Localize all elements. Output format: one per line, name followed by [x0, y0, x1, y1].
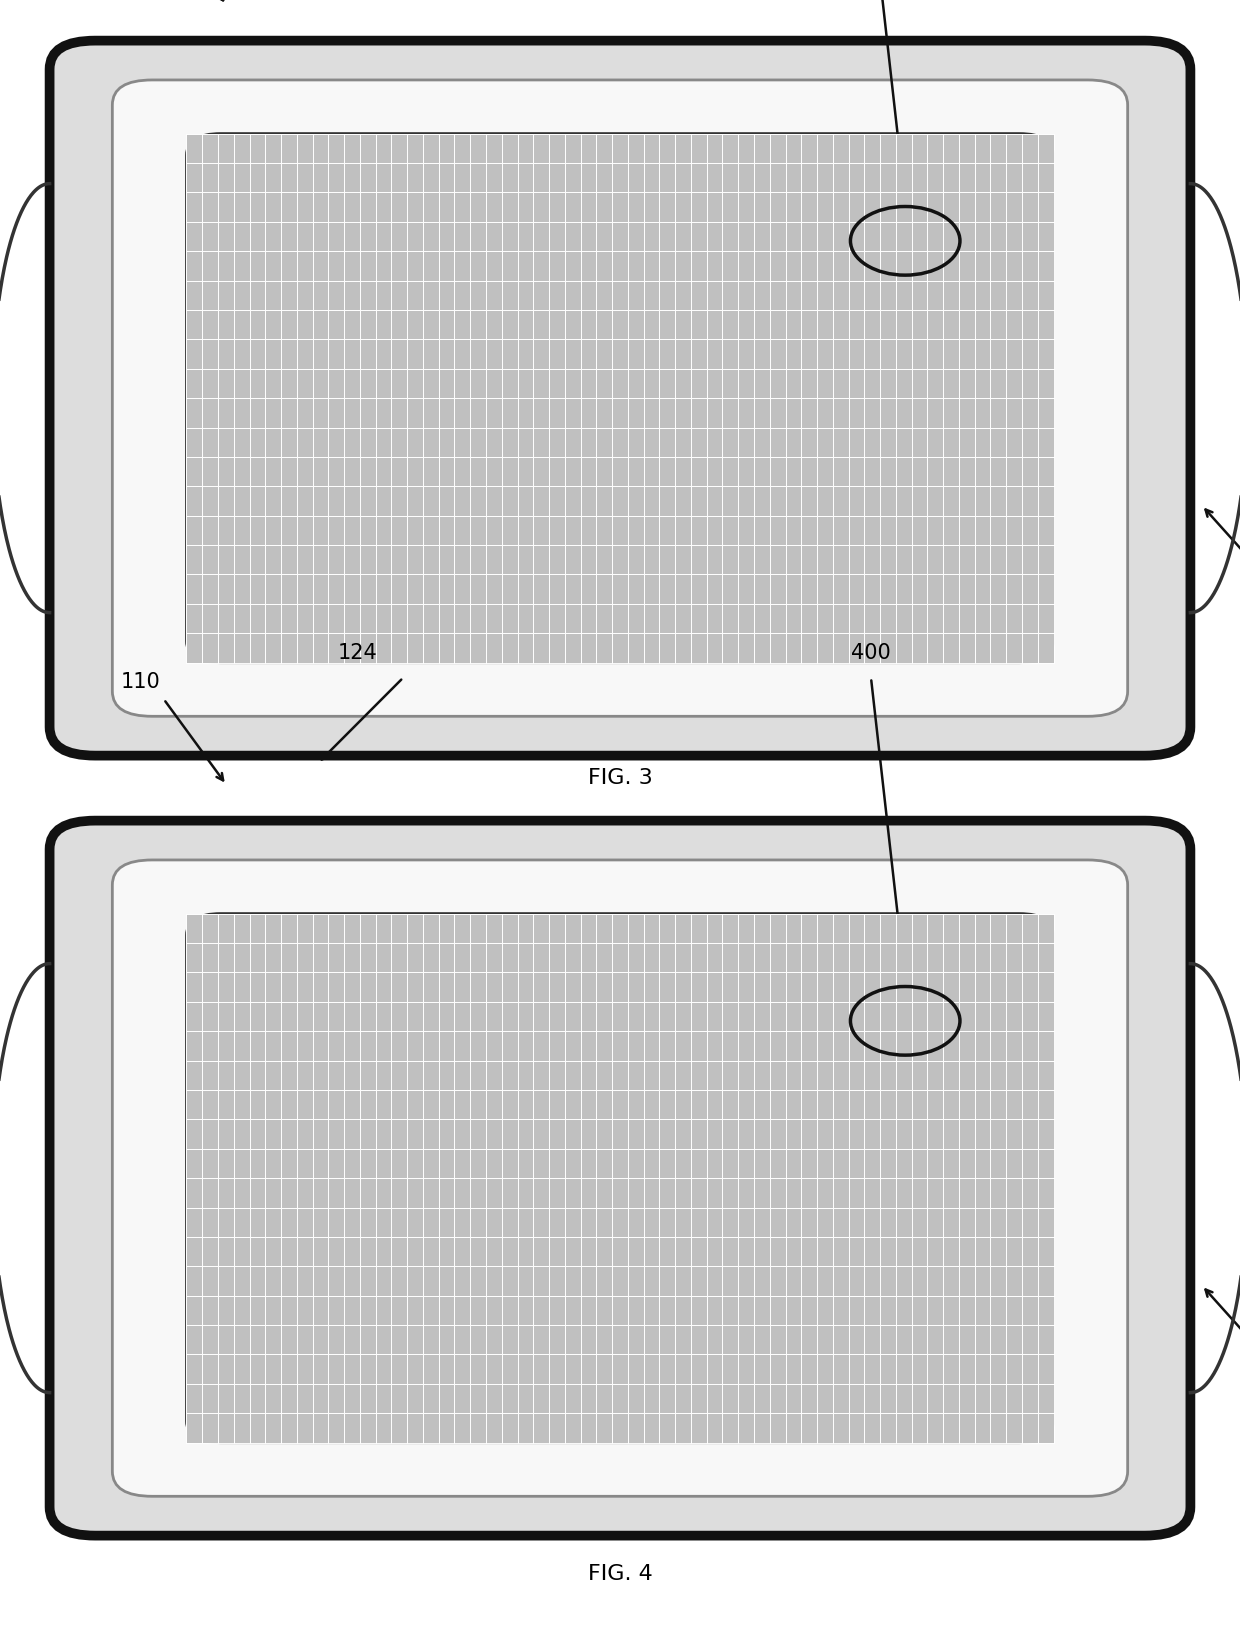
FancyBboxPatch shape [186, 913, 1054, 1443]
Text: 400: 400 [851, 644, 890, 663]
Bar [186, 133, 1054, 663]
Bar [186, 913, 1054, 1443]
FancyBboxPatch shape [113, 80, 1127, 717]
Text: FIG. 4: FIG. 4 [588, 1565, 652, 1584]
FancyBboxPatch shape [50, 41, 1190, 756]
FancyBboxPatch shape [186, 133, 1054, 663]
Text: 124: 124 [337, 644, 377, 663]
Text: FIG. 3: FIG. 3 [588, 769, 652, 788]
FancyBboxPatch shape [50, 821, 1190, 1536]
Text: 110: 110 [122, 671, 161, 692]
FancyBboxPatch shape [113, 860, 1127, 1497]
